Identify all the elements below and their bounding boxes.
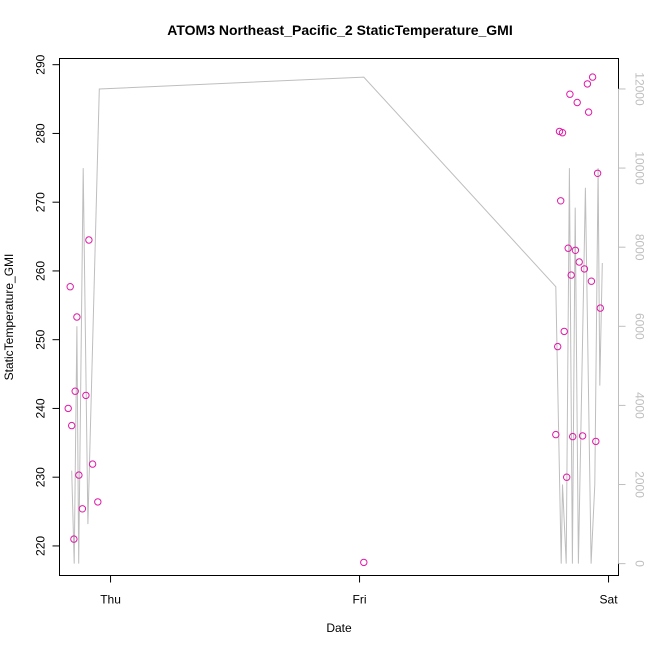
x-axis: Thu Fri Sat	[100, 575, 619, 607]
data-point	[578, 432, 587, 440]
data-point	[78, 505, 87, 513]
data-point	[88, 460, 97, 468]
x-tick-label: Sat	[600, 593, 619, 607]
data-point	[557, 197, 565, 205]
data-point	[554, 342, 562, 351]
chart-title: ATOM3 Northeast_Pacific_2 StaticTemperat…	[167, 22, 512, 38]
data-point	[85, 236, 93, 244]
point-layer	[64, 73, 604, 567]
data-point	[552, 430, 560, 439]
data-point	[563, 473, 571, 481]
x-tick-label: Fri	[353, 593, 367, 607]
right-tick-label: 8000	[633, 234, 647, 261]
x-axis-label: Date	[326, 621, 352, 635]
data-point	[580, 265, 589, 273]
right-tick-label: 10000	[633, 151, 647, 185]
data-point	[571, 246, 580, 255]
data-point	[592, 437, 600, 446]
y-tick-label: 230	[34, 467, 48, 487]
y-axis: 220 230 240 250 260 270 280 290	[34, 54, 60, 556]
data-point	[596, 304, 604, 312]
data-point	[71, 387, 79, 395]
data-point	[360, 558, 368, 567]
data-point	[593, 169, 602, 178]
altitude-line-layer	[71, 76, 603, 564]
y-tick-label: 240	[34, 398, 48, 418]
right-tick-label: 4000	[633, 392, 647, 419]
right-tick-label: 12000	[633, 72, 647, 106]
data-point	[75, 471, 83, 479]
data-point	[587, 277, 596, 285]
data-point	[94, 498, 102, 506]
data-point	[566, 90, 574, 98]
y-tick-label: 270	[34, 192, 48, 212]
data-point	[567, 271, 575, 279]
right-axis: 0 2000 4000 6000 8000 10000 12000	[618, 72, 647, 567]
right-tick-label: 6000	[633, 313, 647, 340]
data-point	[73, 313, 81, 321]
data-point	[66, 283, 74, 291]
right-tick-label: 2000	[633, 471, 647, 498]
altitude-series-line	[71, 76, 603, 564]
y-tick-label: 290	[34, 54, 48, 74]
data-point	[82, 391, 90, 400]
right-tick-label: 0	[633, 560, 647, 567]
y-tick-label: 250	[34, 329, 48, 349]
x-tick-label: Thu	[100, 593, 121, 607]
y-axis-label: StaticTemperature_GMI	[2, 254, 16, 381]
plot-frame	[59, 58, 619, 576]
data-point	[558, 129, 567, 137]
data-point	[68, 421, 76, 430]
data-point	[584, 108, 593, 116]
data-point	[70, 535, 78, 543]
data-point	[573, 98, 581, 107]
data-point	[64, 404, 72, 413]
y-tick-label: 280	[34, 123, 48, 143]
data-point	[564, 244, 572, 252]
data-point	[560, 327, 568, 336]
y-tick-label: 260	[34, 261, 48, 281]
y-tick-label: 220	[34, 536, 48, 556]
data-point	[575, 258, 583, 266]
data-point	[583, 80, 592, 88]
data-point	[588, 73, 597, 81]
data-point	[569, 432, 577, 441]
